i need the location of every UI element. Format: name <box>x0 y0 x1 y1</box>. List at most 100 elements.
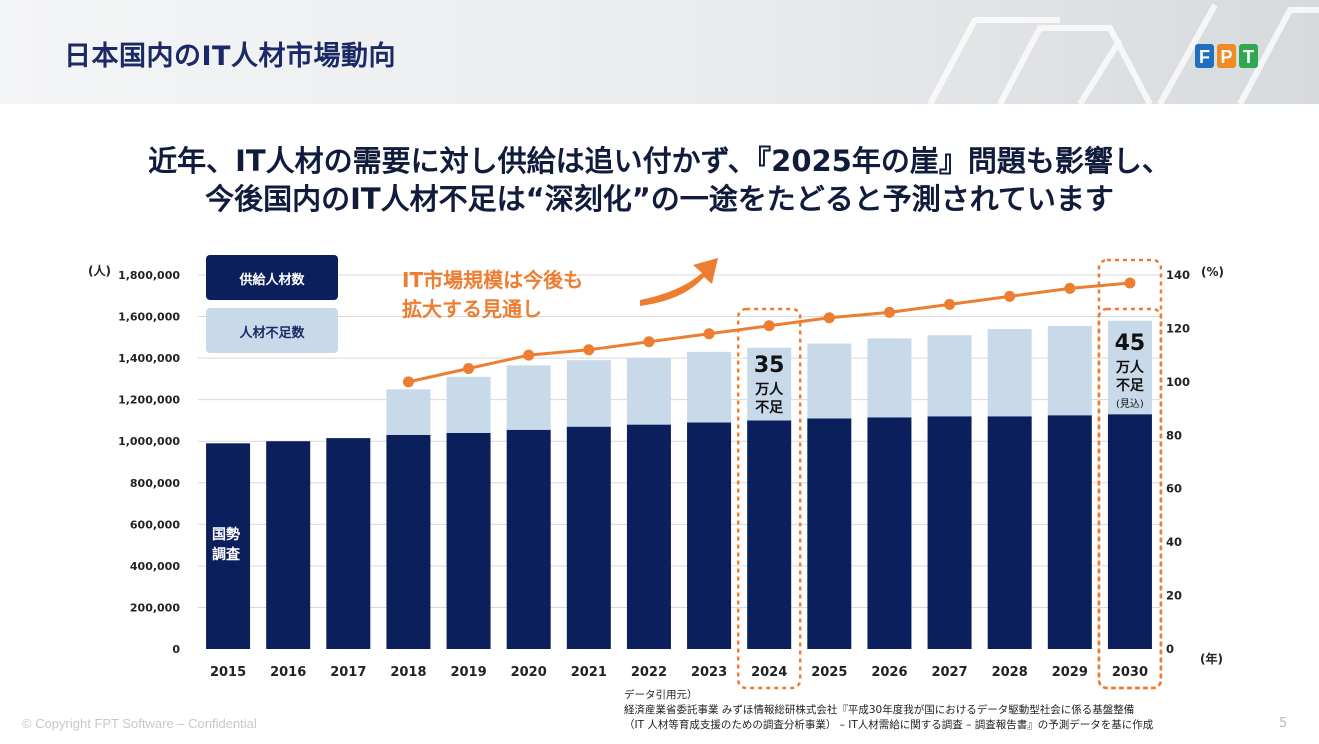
market-annotation-1: IT市場規模は今後も <box>402 268 583 292</box>
page-title: 日本国内のIT人材市場動向 <box>64 41 396 72</box>
market-size-point <box>763 320 775 332</box>
market-size-point <box>883 306 895 318</box>
legend-shortage-label: 人材不足数 <box>239 325 305 341</box>
census-label-1: 国勢 <box>212 526 240 543</box>
x-tick-label: 2028 <box>992 665 1028 680</box>
bar-shortage <box>807 343 852 419</box>
x-axis-unit: (年) <box>1200 651 1223 666</box>
shortage-2030-label: 不足 <box>1116 378 1145 394</box>
x-tick-label: 2020 <box>511 665 547 680</box>
market-size-point <box>643 336 655 348</box>
source-line-1: 経済産業省委託事業 みずほ情報総研株式会社『平成30年度我が国におけるデータ駆動… <box>624 704 1135 716</box>
right-tick-label: 140 <box>1166 268 1190 282</box>
market-size-point <box>1064 282 1076 294</box>
bar-supply <box>1047 415 1092 649</box>
shortage-2030-number: 45 <box>1115 331 1146 356</box>
bar-shortage <box>747 347 792 421</box>
bar-supply <box>927 416 972 649</box>
market-size-point <box>1004 290 1016 302</box>
x-tick-label: 2019 <box>450 665 486 680</box>
headline-line-1: 近年、IT人材の需要に対し供給は追い付かず、『2025年の崖』問題も影響し、 <box>148 144 1171 178</box>
bar-shortage <box>566 360 611 427</box>
left-tick-label: 200,000 <box>130 601 180 614</box>
right-tick-label: 40 <box>1166 535 1182 549</box>
left-tick-label: 1,800,000 <box>118 269 180 282</box>
x-tick-label: 2015 <box>210 665 246 680</box>
svg-text:P: P <box>1220 47 1232 67</box>
x-tick-label: 2018 <box>390 665 426 680</box>
right-tick-label: 80 <box>1166 428 1182 442</box>
header-band: 日本国内のIT人材市場動向 F P T <box>0 0 1319 104</box>
bar-supply <box>1107 414 1152 649</box>
right-tick-label: 120 <box>1166 321 1190 335</box>
bar-supply <box>807 418 852 649</box>
market-size-point <box>463 363 475 374</box>
bar-supply <box>326 438 371 649</box>
header-decoration <box>927 3 1319 104</box>
right-tick-label: 100 <box>1166 375 1190 389</box>
source-note: データ引用元） 経済産業省委託事業 みずほ情報総研株式会社『平成30年度我が国に… <box>624 688 1153 733</box>
bar-supply <box>506 429 551 649</box>
highlight-box-2030-outer <box>1097 258 1163 690</box>
market-size-point <box>823 312 835 324</box>
bar-shortage <box>1047 325 1092 416</box>
source-line-2: （IT 人材等育成支援のための調査分析事業） – IT人材需給に関する調査 – … <box>624 719 1154 731</box>
bar-shortage <box>506 365 551 430</box>
market-size-point <box>944 298 956 310</box>
bar-supply <box>446 432 491 649</box>
bar-supply <box>266 441 311 649</box>
x-tick-label: 2029 <box>1052 665 1088 680</box>
right-tick-label: 0 <box>1166 642 1174 656</box>
bar-supply <box>566 426 611 649</box>
bar-shortage <box>987 329 1032 417</box>
highlight-box-2024 <box>736 307 802 690</box>
left-tick-label: 1,400,000 <box>118 352 180 365</box>
fpt-logo: F P T <box>1195 44 1258 68</box>
market-size-point <box>1124 277 1136 289</box>
shortage-2030-unit: 万人 <box>1115 359 1145 376</box>
shortage-2024-unit: 万人 <box>754 381 784 398</box>
bar-shortage <box>927 335 972 417</box>
x-tick-label: 2017 <box>330 665 366 680</box>
left-tick-label: 800,000 <box>130 477 180 490</box>
x-tick-label: 2022 <box>631 665 667 680</box>
legend-supply-box <box>206 255 338 300</box>
census-label-2: 調査 <box>212 546 241 563</box>
market-size-point <box>402 376 414 388</box>
left-tick-label: 1,600,000 <box>118 311 180 324</box>
svg-text:T: T <box>1243 47 1254 67</box>
right-tick-label: 20 <box>1166 589 1182 603</box>
right-axis-unit: (%) <box>1201 265 1224 279</box>
source-label: データ引用元） <box>624 689 698 701</box>
right-tick-label: 60 <box>1166 482 1182 496</box>
left-tick-label: 600,000 <box>130 518 180 531</box>
bar-supply <box>206 443 251 649</box>
svg-text:F: F <box>1199 47 1210 67</box>
left-axis-unit: (人) <box>88 263 111 278</box>
shortage-2024-label: 不足 <box>755 400 784 416</box>
x-tick-label: 2024 <box>751 665 787 680</box>
left-tick-label: 400,000 <box>130 560 180 573</box>
x-tick-label: 2030 <box>1112 665 1148 680</box>
bar-supply <box>687 422 732 649</box>
x-tick-label: 2021 <box>571 665 607 680</box>
x-tick-label: 2023 <box>691 665 727 680</box>
bar-shortage <box>386 389 431 435</box>
market-size-point <box>703 328 715 340</box>
left-tick-label: 1,000,000 <box>118 435 180 448</box>
headline-line-2: 今後国内のIT人材不足は“深刻化”の一途をたどると予測されています <box>205 182 1114 216</box>
bar-supply <box>987 416 1032 649</box>
left-tick-label: 0 <box>172 643 180 656</box>
x-tick-label: 2016 <box>270 665 306 680</box>
bar-supply <box>867 417 912 649</box>
bar-shortage <box>626 358 671 425</box>
legend-shortage-box <box>206 308 338 353</box>
market-size-point <box>523 349 535 361</box>
copyright: © Copyright FPT Software – Confidential <box>22 716 257 731</box>
market-annotation-2: 拡大する見通し <box>402 297 542 321</box>
bar-supply <box>626 424 671 649</box>
bar-shortage <box>1107 320 1152 415</box>
market-size-point <box>583 344 595 356</box>
market-arrow <box>640 258 718 306</box>
